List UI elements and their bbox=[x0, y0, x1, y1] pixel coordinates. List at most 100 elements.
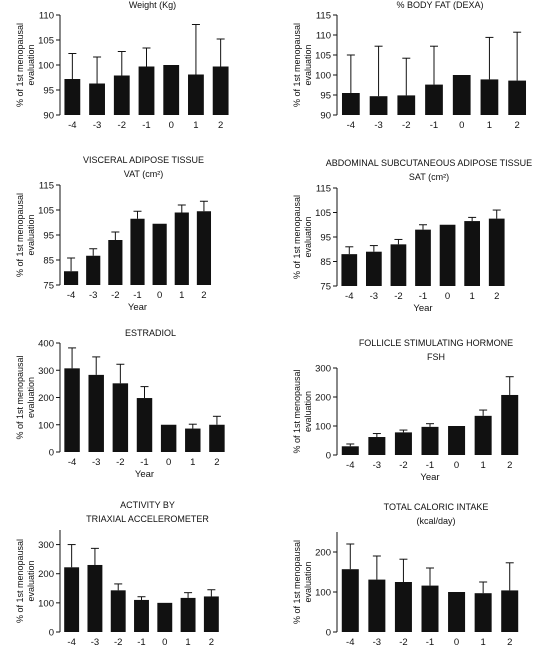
bar--4 bbox=[341, 93, 360, 115]
x-tick-label: -3 bbox=[92, 457, 100, 468]
x-tick-label: 1 bbox=[469, 291, 474, 302]
x-tick-label: 2 bbox=[507, 460, 512, 471]
chart-title: ACTIVITY BY bbox=[120, 500, 175, 510]
x-tick-label: -3 bbox=[89, 290, 97, 301]
x-tick-label: -1 bbox=[140, 457, 148, 468]
x-tick-label: -3 bbox=[91, 637, 99, 648]
bar-0 bbox=[160, 424, 177, 452]
x-tick-label: 0 bbox=[162, 637, 167, 648]
bar--2 bbox=[397, 95, 416, 115]
x-tick-label: -3 bbox=[373, 460, 381, 471]
bar--1 bbox=[130, 218, 145, 285]
y-tick-label: 100 bbox=[315, 422, 331, 433]
bar-1 bbox=[174, 212, 189, 285]
bar--1 bbox=[421, 585, 439, 632]
bar--3 bbox=[87, 564, 103, 632]
bar--4 bbox=[64, 368, 80, 452]
chart-title: ESTRADIOL bbox=[125, 328, 176, 338]
x-tick-label: -1 bbox=[142, 120, 150, 131]
chart-title: Weight (Kg) bbox=[129, 0, 176, 10]
chart-panel-4: ABDOMINAL SUBCUTANEOUS ADIPOSE TISSUE SAT… bbox=[292, 158, 532, 314]
bar--2 bbox=[112, 383, 129, 452]
y-tick-label: 95 bbox=[43, 231, 54, 242]
y-tick-label: 105 bbox=[38, 206, 54, 217]
chart-panel-2: % BODY FAT (DEXA) 90 95 100 105 110 115% of 1s… bbox=[292, 0, 527, 131]
bar-2 bbox=[209, 424, 225, 452]
y-tick-label: 0 bbox=[49, 448, 54, 459]
y-tick-label: 0 bbox=[326, 451, 331, 462]
x-tick-label: -4 bbox=[68, 457, 76, 468]
x-tick-label: 0 bbox=[157, 290, 162, 301]
x-tick-label: 1 bbox=[185, 637, 190, 648]
y-tick-label: 200 bbox=[315, 393, 331, 404]
chart-title: % BODY FAT (DEXA) bbox=[396, 0, 483, 10]
bar-1 bbox=[474, 415, 492, 455]
bar--4 bbox=[64, 79, 81, 115]
x-tick-label: 1 bbox=[480, 460, 485, 471]
bar--4 bbox=[341, 569, 359, 632]
y-tick-label: 100 bbox=[38, 61, 54, 72]
chart-subtitle: (kcal/day) bbox=[416, 516, 455, 526]
y-tick-label: 115 bbox=[316, 184, 331, 195]
x-tick-label: 1 bbox=[193, 120, 198, 131]
x-tick-label: 0 bbox=[454, 637, 459, 648]
y-tick-label: 300 bbox=[38, 366, 54, 377]
y-tick-label: 300 bbox=[38, 540, 54, 551]
bar-2 bbox=[212, 66, 229, 115]
x-tick-label: 1 bbox=[190, 457, 195, 468]
x-tick-label: -2 bbox=[399, 637, 407, 648]
x-tick-label: -4 bbox=[346, 460, 354, 471]
bar--3 bbox=[369, 96, 388, 115]
y-tick-label: 85 bbox=[43, 256, 54, 267]
y-tick-label: 95 bbox=[43, 86, 54, 97]
x-axis-label: Year bbox=[135, 469, 154, 480]
y-tick-label: 85 bbox=[320, 257, 331, 268]
y-tick-label: 110 bbox=[39, 11, 54, 22]
y-tick-label: 100 bbox=[315, 588, 331, 599]
bar-2 bbox=[501, 590, 519, 632]
bar--1 bbox=[421, 426, 439, 455]
y-tick-label: 0 bbox=[326, 628, 331, 639]
x-tick-label: 1 bbox=[480, 637, 485, 648]
x-tick-label: -2 bbox=[399, 460, 407, 471]
x-tick-label: 0 bbox=[166, 457, 171, 468]
bar-1 bbox=[188, 74, 204, 115]
x-tick-label: -3 bbox=[374, 120, 382, 131]
y-tick-label: 100 bbox=[315, 71, 331, 82]
bar--4 bbox=[341, 446, 359, 455]
bar-2 bbox=[203, 596, 219, 632]
bar-0 bbox=[157, 602, 173, 632]
chart-subtitle: FSH bbox=[427, 352, 445, 362]
bar-0 bbox=[448, 592, 466, 632]
bar--3 bbox=[89, 83, 105, 115]
y-axis-label: % of 1st menopausalevaluation bbox=[15, 355, 36, 439]
x-tick-label: -3 bbox=[370, 291, 378, 302]
bar--2 bbox=[394, 432, 412, 455]
bar--1 bbox=[425, 84, 443, 115]
x-tick-label: 2 bbox=[214, 457, 219, 468]
y-tick-label: 115 bbox=[39, 181, 54, 192]
bar--3 bbox=[368, 437, 386, 455]
bar-2 bbox=[196, 211, 212, 285]
y-axis-label: % of 1st menopausalevaluation bbox=[292, 540, 313, 624]
y-axis-label: % of 1st menopausalevaluation bbox=[15, 23, 36, 107]
bar-1 bbox=[474, 593, 492, 632]
y-tick-label: 105 bbox=[38, 36, 54, 47]
chart-panel-6: FOLLICLE STIMULATING HORMONE FSH 0 100 200 30… bbox=[292, 338, 519, 483]
chart-panel-1: Weight (Kg) 90 95 100 105 110% of 1st menopau… bbox=[15, 0, 229, 131]
x-tick-label: -4 bbox=[67, 637, 75, 648]
x-tick-label: 1 bbox=[487, 120, 492, 131]
chart-panel-5: ESTRADIOL 0 100 200 300 400% of 1st menopausa… bbox=[15, 328, 225, 480]
x-tick-label: -2 bbox=[114, 637, 122, 648]
chart-title: ABDOMINAL SUBCUTANEOUS ADIPOSE TISSUE bbox=[326, 158, 532, 168]
y-tick-label: 105 bbox=[315, 208, 331, 219]
x-tick-label: 2 bbox=[218, 120, 223, 131]
y-axis-label: % of 1st menopausalevaluation bbox=[15, 539, 36, 623]
chart-panel-8: TOTAL CALORIC INTAKE (kcal/day) 0 100 200% o… bbox=[292, 502, 519, 650]
x-tick-label: 2 bbox=[201, 290, 206, 301]
x-tick-label: -1 bbox=[133, 290, 141, 301]
x-tick-label: 0 bbox=[445, 291, 450, 302]
y-tick-label: 90 bbox=[320, 111, 331, 122]
